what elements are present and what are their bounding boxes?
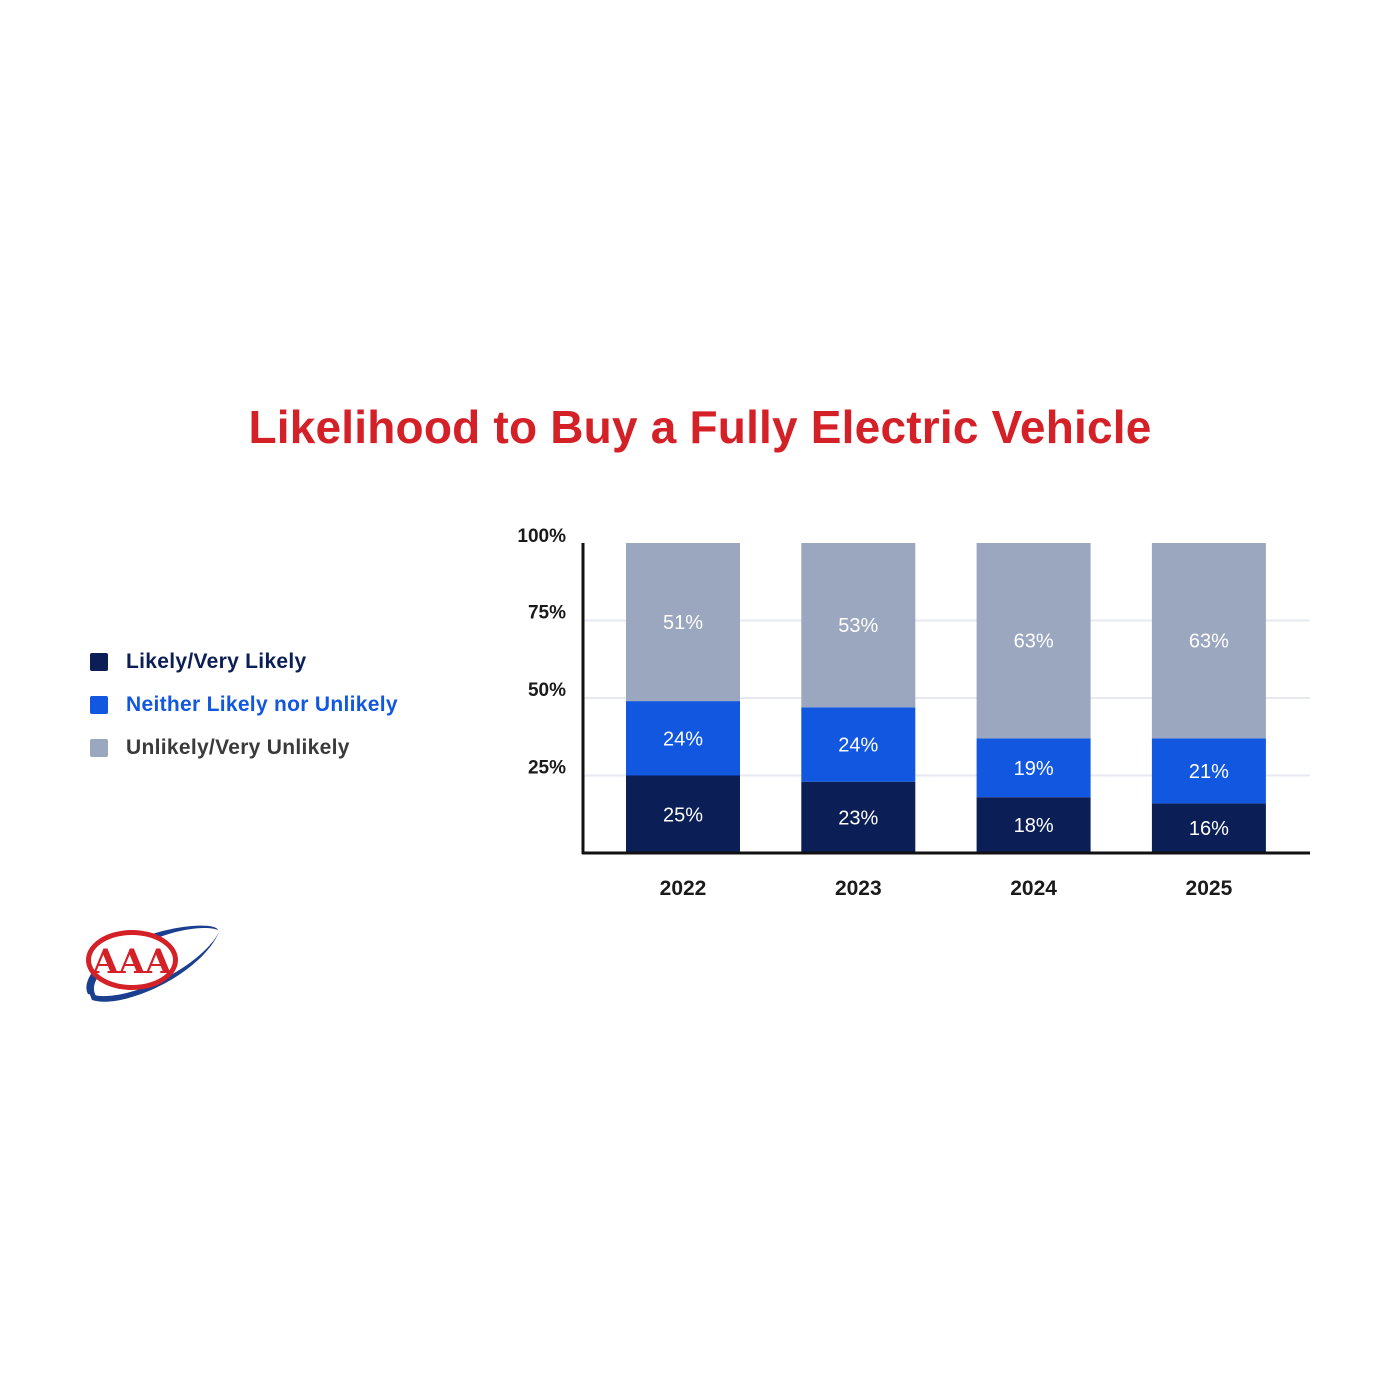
y-tick-label: 50%	[528, 680, 566, 701]
legend-swatch-neither	[90, 695, 108, 714]
bar-segment	[1151, 803, 1266, 853]
bar-segment	[801, 707, 916, 782]
data-label: 51%	[663, 612, 703, 634]
bar-segment	[976, 543, 1091, 739]
legend-label-unlikely: Unlikely/Very Unlikely	[126, 735, 350, 759]
bar-segment	[801, 543, 916, 708]
bar-segment	[976, 738, 1091, 798]
bar-segment	[801, 781, 916, 853]
legend-label-neither: Neither Likely nor Unlikely	[126, 692, 398, 716]
x-tick-label: 2022	[660, 877, 707, 900]
bar-segment	[626, 775, 740, 853]
data-label: 16%	[1189, 818, 1229, 840]
x-tick-label: 2024	[1010, 877, 1057, 900]
y-tick-label: 75%	[528, 603, 566, 624]
data-label: 24%	[663, 728, 703, 750]
legend-item-likely: Likely/Very Likely	[90, 640, 398, 683]
chart-title: Likelihood to Buy a Fully Electric Vehic…	[248, 401, 1152, 453]
legend-swatch-likely	[90, 652, 108, 671]
data-label: 23%	[838, 807, 878, 829]
data-label: 19%	[1014, 758, 1054, 780]
bar-segment	[626, 701, 740, 776]
data-label: 18%	[1014, 815, 1054, 837]
data-label: 21%	[1189, 761, 1229, 783]
legend-item-unlikely: Unlikely/Very Unlikely	[90, 726, 398, 769]
data-label: 63%	[1014, 631, 1054, 653]
logo-oval-inner	[91, 935, 173, 985]
y-tick-label: 100%	[517, 526, 566, 547]
bar-segment	[626, 543, 740, 702]
bar-segment	[1151, 738, 1266, 804]
data-label: 25%	[663, 804, 703, 826]
bar-segment	[1151, 543, 1266, 739]
y-tick-label: 25%	[528, 758, 566, 779]
legend-label-likely: Likely/Very Likely	[126, 649, 307, 673]
legend-item-neither: Neither Likely nor Unlikely	[90, 683, 398, 726]
x-tick-label: 2025	[1186, 877, 1233, 900]
logo-swoosh	[90, 930, 220, 1002]
logo-text: AAA	[91, 942, 172, 982]
legend-swatch-unlikely	[90, 738, 108, 757]
chart-legend: Likely/Very Likely Neither Likely nor Un…	[90, 640, 398, 769]
data-label: 24%	[838, 735, 878, 757]
data-label: 53%	[838, 615, 878, 637]
data-label: 63%	[1189, 631, 1229, 653]
x-tick-label: 2023	[835, 877, 882, 900]
bar-segment	[976, 797, 1091, 853]
aaa-logo: AAA	[86, 925, 220, 1002]
